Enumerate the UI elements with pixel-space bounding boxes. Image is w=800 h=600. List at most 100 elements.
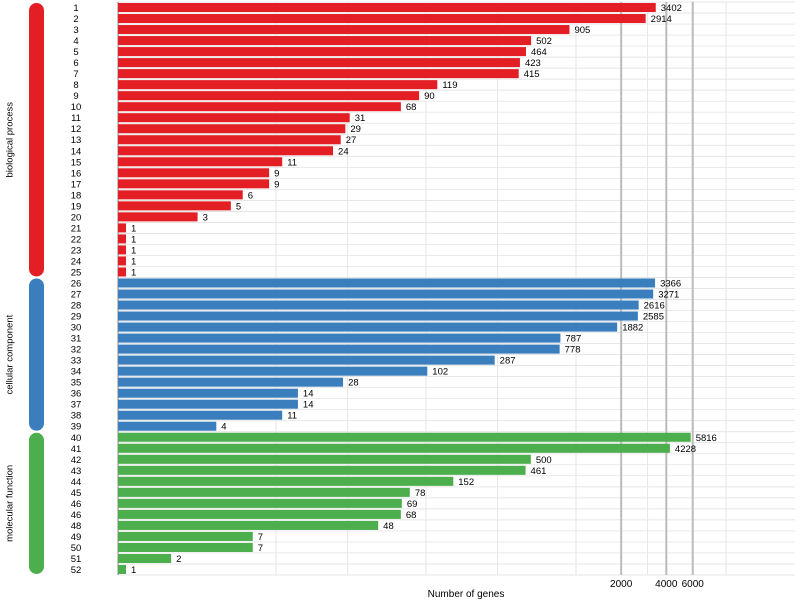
value-label: 48: [383, 521, 394, 532]
group-label: molecular function: [5, 465, 16, 542]
category-label: 28: [71, 301, 82, 312]
value-label: 5816: [696, 433, 717, 444]
category-label: 30: [71, 323, 82, 334]
bar: [118, 432, 691, 442]
group-bar: [29, 432, 44, 574]
category-label: 12: [71, 124, 82, 135]
value-label: 27: [346, 135, 357, 146]
bar: [118, 311, 638, 321]
value-label: 2914: [651, 14, 672, 25]
bar: [118, 245, 126, 255]
category-label: 49: [71, 532, 82, 543]
bar: [118, 410, 283, 420]
bar: [118, 135, 341, 145]
category-groups: biological process cellular component mole…: [5, 3, 44, 574]
category-label: 46: [71, 499, 82, 510]
bar: [118, 322, 618, 332]
category-label: 15: [71, 157, 82, 168]
category-label: 36: [71, 389, 82, 400]
value-label: 1: [131, 234, 136, 245]
bar: [118, 344, 560, 354]
category-label: 23: [71, 245, 82, 256]
category-label: 5: [73, 47, 78, 58]
value-label: 24: [338, 146, 349, 157]
bar: [118, 289, 654, 299]
value-label: 28: [348, 378, 359, 389]
bar: [118, 487, 410, 497]
bar: [118, 377, 344, 387]
bar: [118, 234, 126, 244]
value-label: 69: [407, 499, 418, 510]
category-label: 1: [73, 3, 78, 14]
bar: [118, 102, 401, 112]
category-label: 44: [71, 477, 82, 488]
value-label: 3402: [661, 3, 682, 14]
group-bar: [29, 3, 44, 277]
value-label: 14: [303, 389, 314, 400]
bar: [118, 124, 346, 134]
category-label: 3: [73, 25, 78, 36]
bar: [118, 113, 350, 123]
bar: [118, 300, 639, 310]
category-label: 51: [71, 554, 82, 565]
category-label: 10: [71, 102, 82, 113]
category-label: 39: [71, 422, 82, 433]
bar: [118, 2, 656, 13]
value-label: 3271: [658, 290, 679, 301]
bar: [118, 223, 126, 233]
bar: [118, 168, 270, 178]
x-tick-label: 4000: [655, 579, 678, 590]
category-label: 16: [71, 168, 82, 179]
category-label: 6: [73, 58, 78, 69]
grid-lines: [117, 1, 795, 576]
value-label: 7: [258, 543, 263, 554]
value-label: 1: [131, 223, 136, 234]
category-label: 13: [71, 135, 82, 146]
value-label: 1: [131, 256, 136, 267]
value-label: 2: [176, 554, 181, 565]
bar: [118, 443, 670, 453]
category-label: 26: [71, 278, 82, 289]
bar: [118, 509, 401, 519]
bar: [118, 190, 243, 200]
value-label: 464: [531, 47, 547, 58]
value-label: 905: [574, 25, 590, 36]
category-label: 22: [71, 234, 82, 245]
value-label: 31: [355, 113, 366, 124]
bar: [118, 520, 379, 530]
category-label: 14: [71, 146, 82, 157]
bar: [118, 14, 646, 24]
bar: [118, 36, 532, 46]
value-label: 1: [131, 245, 136, 256]
category-label: 19: [71, 201, 82, 212]
value-label: 500: [536, 455, 552, 466]
bar: [118, 69, 519, 79]
bar: [118, 91, 420, 101]
value-label: 152: [458, 477, 474, 488]
category-label: 34: [71, 367, 82, 378]
value-label: 6: [248, 190, 253, 201]
category-label: 38: [71, 411, 82, 422]
value-label: 287: [500, 356, 516, 367]
category-label: 18: [71, 190, 82, 201]
value-label: 78: [415, 488, 426, 499]
value-label: 102: [432, 367, 448, 378]
bar: [118, 212, 198, 222]
bar: [118, 564, 126, 575]
bar: [118, 278, 656, 288]
category-label: 45: [71, 488, 82, 499]
value-label: 11: [287, 411, 297, 422]
group-label: cellular component: [5, 314, 16, 394]
value-label: 502: [536, 36, 552, 47]
category-label: 8: [73, 80, 78, 91]
category-label: 33: [71, 356, 82, 367]
value-label: 9: [274, 179, 279, 190]
value-label: 11: [287, 157, 297, 168]
bar: [118, 333, 561, 343]
category-label: 11: [71, 113, 81, 124]
tick-labels: 2000 4000 60003402129142905350244645423641…: [71, 3, 717, 590]
value-label: 3: [203, 212, 208, 223]
value-label: 119: [442, 80, 457, 91]
value-label: 5: [236, 201, 241, 212]
bar: [118, 157, 283, 167]
